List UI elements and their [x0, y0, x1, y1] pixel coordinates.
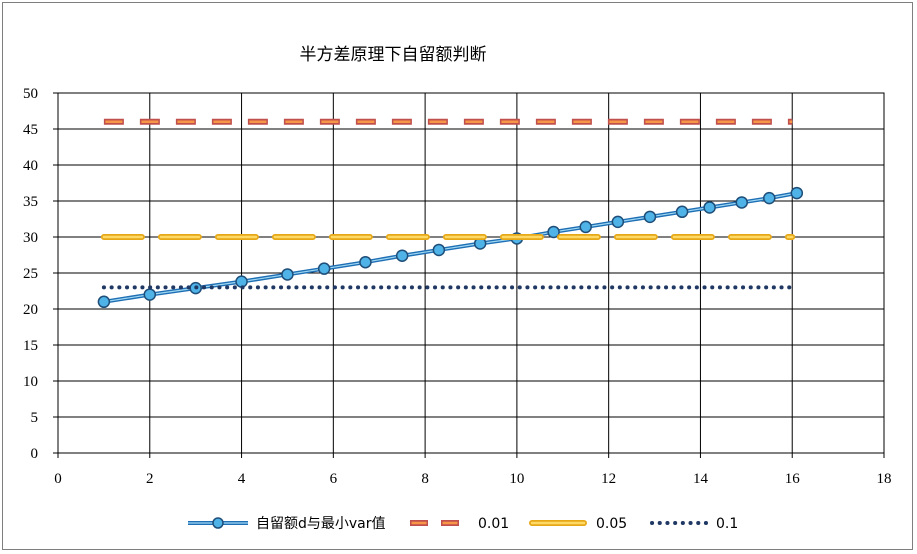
y-tick-label: 25 [23, 266, 38, 282]
x-tick-label: 0 [54, 471, 62, 487]
data-point [763, 191, 776, 205]
x-tick-label: 18 [877, 471, 892, 487]
x-tick-label: 4 [238, 471, 246, 487]
data-point [432, 243, 446, 257]
x-tick-label: 8 [421, 471, 429, 487]
legend-item-1: 0.01 [410, 516, 509, 532]
data-point [611, 215, 625, 229]
y-tick-label: 10 [23, 374, 38, 390]
data-point [579, 220, 592, 234]
legend-label: 0.01 [478, 516, 509, 532]
x-tick-label: 6 [330, 471, 338, 487]
y-tick-label: 45 [23, 122, 38, 138]
legend-label: 自留额d与最小var值 [256, 516, 386, 532]
x-tick-label: 2 [146, 471, 154, 487]
data-point [547, 225, 560, 239]
y-tick-label: 5 [31, 410, 39, 426]
data-point [735, 196, 748, 209]
data-point [395, 249, 409, 262]
data-point [675, 205, 689, 219]
axes: 0 2 4 6 8 10 12 14 16 18 0 5 10 15 20 25 30 35 40 45 50 [23, 86, 892, 487]
y-tick-label: 40 [23, 158, 38, 174]
chart-title: 半方差原理下自留额判断 [300, 45, 487, 65]
y-tick-label: 15 [23, 338, 38, 354]
data-point [643, 210, 657, 224]
x-tick-label: 14 [693, 471, 709, 487]
data-point [703, 201, 716, 214]
x-tick-label: 12 [601, 471, 616, 487]
y-tick-label: 0 [31, 446, 39, 462]
legend: 自留额d与最小var值 0.01 0.05 0.1 [188, 516, 738, 532]
data-point [143, 288, 157, 301]
x-tick-label: 16 [785, 471, 801, 487]
legend-label: 0.1 [716, 516, 738, 532]
data-point [317, 262, 331, 275]
data-point [359, 255, 372, 269]
grid [57, 92, 885, 454]
x-tick-label: 10 [509, 471, 524, 487]
y-tick-label: 30 [23, 230, 38, 246]
y-tick-label: 20 [23, 302, 38, 318]
legend-marker [212, 517, 224, 529]
legend-item-2: 0.05 [529, 516, 627, 532]
data-point [281, 268, 294, 281]
y-tick-label: 35 [23, 194, 38, 210]
legend-label: 0.05 [596, 516, 627, 532]
data-point [97, 295, 111, 309]
y-tick-label: 50 [23, 86, 38, 102]
series-layer [97, 118, 804, 309]
data-point [235, 275, 248, 288]
data-point [790, 186, 804, 200]
series-0 [97, 186, 804, 309]
legend-item-0: 自留额d与最小var值 [188, 516, 386, 532]
legend-item-3: 0.1 [650, 516, 738, 532]
